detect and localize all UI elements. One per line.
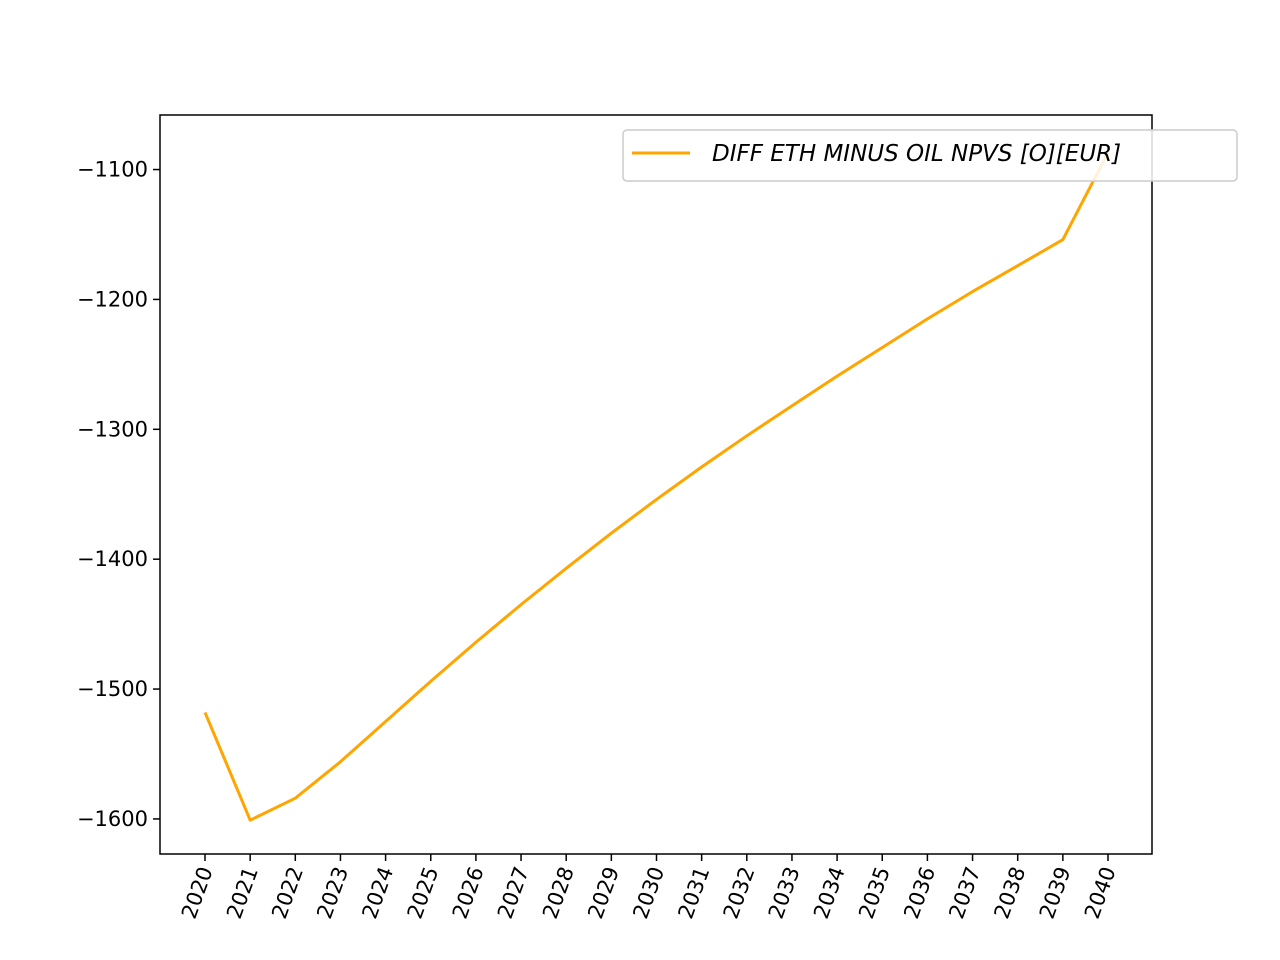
legend: DIFF ETH MINUS OIL NPVS [O][EUR] <box>622 129 1238 182</box>
y-tick-label: −1100 <box>77 158 148 182</box>
x-tick-label: 2040 <box>1080 864 1121 922</box>
y-axis: −1600 −1500 −1400 −1300 −1200 −1100 <box>77 158 160 831</box>
x-tick-label: 2035 <box>854 864 895 922</box>
legend-box <box>622 129 1238 182</box>
x-tick-label: 2029 <box>583 864 624 922</box>
y-tick-label: −1200 <box>77 287 148 311</box>
x-tick-label: 2022 <box>267 864 308 922</box>
x-tick-label: 2027 <box>493 864 534 922</box>
x-tick-label: 2023 <box>312 864 353 922</box>
x-tick-label: 2030 <box>628 864 669 922</box>
x-tick-label: 2032 <box>719 864 760 922</box>
y-tick-label: −1400 <box>77 547 148 571</box>
x-tick-label: 2038 <box>990 864 1031 922</box>
x-tick-label: 2024 <box>357 864 398 922</box>
y-tick-label: −1600 <box>77 807 148 831</box>
x-tick-label: 2039 <box>1035 864 1076 922</box>
x-tick-label: 2021 <box>222 864 263 922</box>
x-tick-label: 2031 <box>674 864 715 922</box>
x-tick-label: 2026 <box>448 864 489 922</box>
x-tick-label: 2033 <box>764 864 805 922</box>
x-tick-label: 2025 <box>403 864 444 922</box>
x-tick-label: 2028 <box>538 864 579 922</box>
y-tick-label: −1300 <box>77 417 148 441</box>
x-tick-label: 2034 <box>809 864 850 922</box>
plot-frame <box>159 114 1153 855</box>
series-line-diff-eth-minus-oil <box>203 152 1110 822</box>
x-tick-label: 2036 <box>899 864 940 922</box>
x-axis: 2020 2021 2022 2023 2024 2025 2026 2027 2028 2029… <box>177 854 1121 922</box>
x-tick-label: 2020 <box>177 864 218 922</box>
x-tick-label: 2037 <box>944 864 985 922</box>
legend-label: DIFF ETH MINUS OIL NPVS [O][EUR] <box>712 141 1121 167</box>
y-tick-label: −1500 <box>77 677 148 701</box>
plot-area <box>160 115 1152 854</box>
